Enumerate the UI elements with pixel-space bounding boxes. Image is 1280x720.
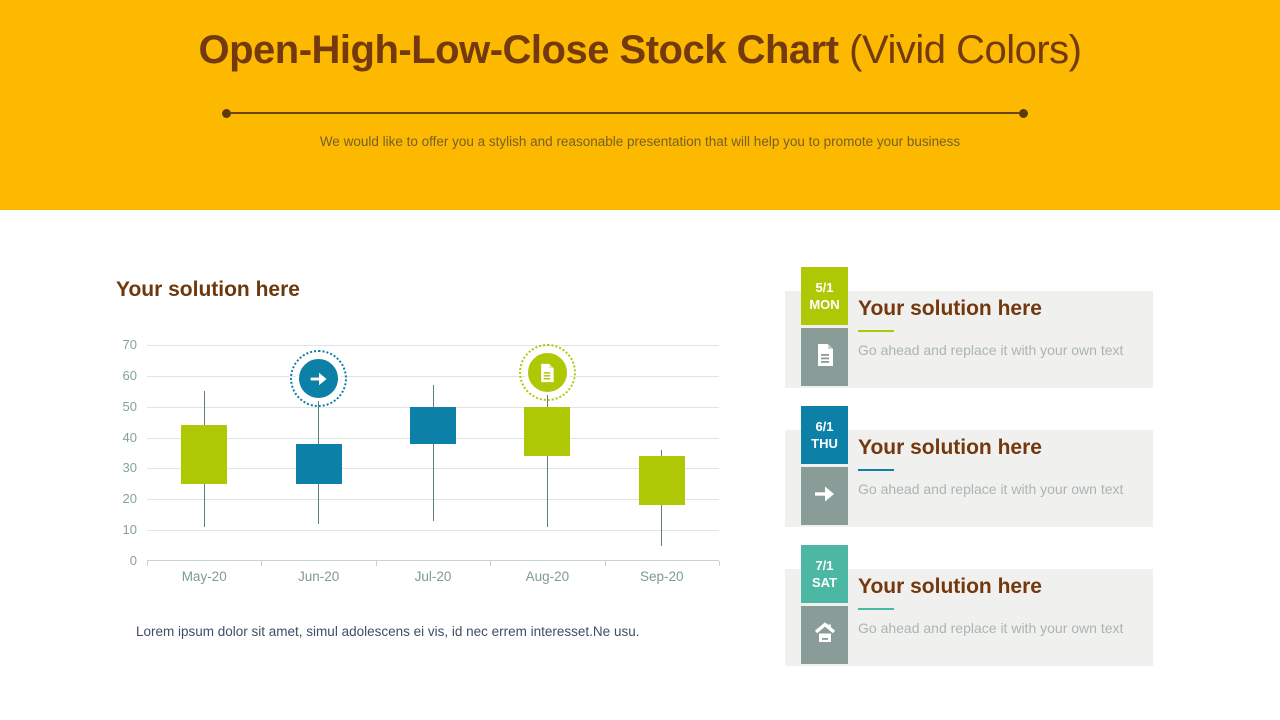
chart-plot-area: 0 10 20 30 40 50 60 70 May-20 Jun-20 Jul-20 Aug-20 S… [123,337,720,584]
chart-footnote: Lorem ipsum dolor sit amet, simul adoles… [136,624,640,639]
y-axis-label: 0 [129,553,137,568]
x-axis-tick [147,561,148,566]
y-axis-label: 60 [122,367,137,383]
badge-date: 7/1 [815,558,834,573]
badge-day: THU [811,436,838,451]
ohlc-chart: 0 10 20 30 40 50 60 70 May-20 Jun-20 Jul-20 Aug-20 S… [95,337,745,595]
candle-whisker [432,385,434,521]
y-axis-label: 10 [122,522,137,538]
chart-marker [290,350,348,408]
slide-title-suffix: (Vivid Colors) [838,28,1082,72]
x-axis-label: Sep-20 [640,569,684,584]
badge-date: 5/1 [815,280,834,295]
gridline [147,530,719,532]
badge-date: 6/1 [815,419,834,434]
card-body-text: Go ahead and replace it with your own te… [858,481,1124,497]
date-badge: 5/1 MON [801,267,848,325]
candle-body [524,406,571,457]
card-icon-box [801,467,848,525]
card-title: Your solution here [858,297,1042,320]
card-title-underline [858,330,894,332]
card-icon-box [801,606,848,664]
candle-body [638,456,685,506]
x-axis-label: Jul-20 [414,569,452,584]
divider-line [231,112,1019,114]
arrow-right-icon [813,482,837,511]
card-title: Your solution here [858,436,1042,459]
date-badge: 6/1 THU [801,406,848,464]
x-axis-tick [490,561,492,566]
card-body-text: Go ahead and replace it with your own te… [858,620,1124,636]
divider-right-dot [1019,108,1028,118]
card-title-underline [858,469,894,471]
y-axis-label: 40 [122,429,137,445]
x-axis-tick [604,561,606,566]
document-icon [813,343,837,372]
candle-body [410,406,456,444]
candle-body [295,443,342,484]
x-axis-tick [719,561,720,566]
gridline [147,345,719,346]
divider-left-dot [222,108,231,118]
slide-title: Open-High-Low-Close Stock Chart (Vivid C… [0,28,1280,73]
candle-body [181,425,228,484]
info-card-3: 7/1 SAT Your solution here Go ahead and … [785,545,1153,666]
info-card-1: 5/1 MON Your solution here Go ahead and … [785,267,1153,388]
badge-day: MON [809,297,840,312]
candle-whisker [546,391,548,528]
header-band: Open-High-Low-Close Stock Chart (Vivid C… [0,0,1280,210]
badge-day: SAT [811,575,838,590]
home-icon [813,621,837,650]
gridline [147,375,719,377]
chart-heading: Your solution here [116,278,300,301]
arrow-right-icon [296,356,342,402]
date-badge: 7/1 SAT [801,545,848,603]
x-axis-tick [375,561,377,566]
slide-title-main: Open-High-Low-Close Stock Chart [198,28,839,72]
y-axis-label: 30 [122,460,137,476]
y-axis-label: 20 [122,491,137,507]
card-icon-box [801,328,848,386]
x-axis-label: May-20 [181,569,227,584]
x-axis-line [147,560,719,561]
card-title: Your solution here [858,575,1042,598]
x-axis-label: Aug-20 [525,569,570,584]
y-axis-label: 70 [122,337,137,352]
card-title-underline [858,608,894,610]
x-axis-tick [261,561,263,566]
document-icon [524,350,570,396]
x-axis-label: Jun-20 [297,569,340,584]
chart-marker [518,344,576,402]
slide-subtitle: We would like to offer you a stylish and… [319,134,961,149]
card-body-text: Go ahead and replace it with your own te… [858,342,1124,358]
info-card-2: 6/1 THU Your solution here Go ahead and … [785,406,1153,527]
y-axis-label: 50 [122,398,137,414]
title-divider [222,108,1028,118]
